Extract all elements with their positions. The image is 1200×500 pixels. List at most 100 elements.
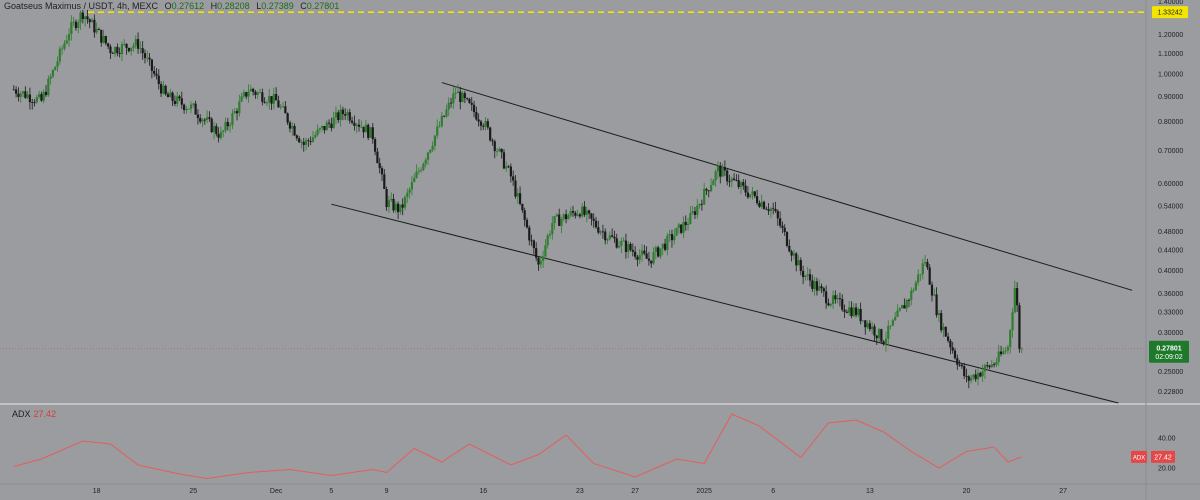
candle-body xyxy=(344,114,347,116)
candle-body xyxy=(252,88,255,92)
candle-body xyxy=(77,22,80,29)
candle-body xyxy=(238,101,241,114)
candle-body xyxy=(871,326,874,330)
candle-body xyxy=(321,125,324,129)
candle-body xyxy=(949,340,952,348)
candle-body xyxy=(935,294,938,316)
candle-body xyxy=(914,282,917,291)
candle-body xyxy=(769,208,773,212)
candle-body xyxy=(652,252,655,264)
candle-body xyxy=(594,220,598,228)
candle-body xyxy=(647,258,651,261)
candle-body xyxy=(875,335,878,339)
candle-body xyxy=(808,274,812,281)
candle-body xyxy=(440,115,443,126)
candle-body xyxy=(578,214,582,217)
time-tick-label: 2025 xyxy=(696,488,712,495)
candle-body xyxy=(822,288,825,292)
candle-body xyxy=(127,47,130,52)
time-tick-label: 13 xyxy=(866,488,874,495)
candle-body xyxy=(792,253,796,256)
candle-body xyxy=(848,307,851,313)
candle-body xyxy=(1009,330,1012,347)
candle-body xyxy=(571,210,575,213)
candle-body xyxy=(107,43,110,47)
price-tick-label: 0.70000 xyxy=(1158,148,1183,155)
candle-body xyxy=(210,118,213,133)
candle-body xyxy=(983,365,987,372)
candle-body xyxy=(785,231,789,246)
candle-body xyxy=(611,235,614,237)
candle-body xyxy=(868,323,871,330)
candle-body xyxy=(592,218,595,221)
candle-body xyxy=(44,91,48,96)
candle-body xyxy=(263,101,266,103)
candle-body xyxy=(979,372,982,377)
candle-body xyxy=(401,204,404,208)
candle-body xyxy=(530,240,533,242)
candle-body xyxy=(171,92,174,101)
candle-body xyxy=(723,167,726,171)
candle-body xyxy=(951,347,954,351)
candle-body xyxy=(1020,348,1023,350)
candle-body xyxy=(102,36,105,43)
candle-body xyxy=(125,43,128,48)
candle-body xyxy=(56,61,59,67)
channel-upper-line xyxy=(441,82,1133,291)
candle-body xyxy=(33,102,36,104)
candle-body xyxy=(403,196,407,208)
candle-body xyxy=(484,121,487,127)
candle-body xyxy=(514,180,517,197)
candle-body xyxy=(825,291,828,304)
candle-body xyxy=(422,163,425,170)
candle-body xyxy=(659,248,662,257)
candle-body xyxy=(997,351,1000,362)
candle-body xyxy=(265,102,269,104)
candle-body xyxy=(196,114,200,119)
price-tick-label: 1.20000 xyxy=(1158,32,1183,39)
candle-body xyxy=(141,48,144,54)
candle-body xyxy=(153,70,156,74)
candle-body xyxy=(507,166,510,168)
candle-body xyxy=(917,274,920,283)
candle-body xyxy=(498,148,501,151)
candle-body xyxy=(682,221,685,233)
candle-body xyxy=(880,329,883,342)
candle-body xyxy=(194,103,197,115)
candle-body xyxy=(74,21,78,29)
candle-body xyxy=(413,177,416,183)
candle-body xyxy=(999,351,1003,355)
candle-body xyxy=(546,235,549,246)
candle-body xyxy=(606,239,609,241)
candle-body xyxy=(454,93,457,94)
candle-body xyxy=(709,185,713,192)
candle-body xyxy=(567,215,570,220)
candle-body xyxy=(461,93,464,102)
candle-body xyxy=(728,181,731,183)
candle-body xyxy=(353,122,356,126)
price-tick-label: 1.40000 xyxy=(1158,0,1183,6)
candle-body xyxy=(470,102,473,105)
candle-body xyxy=(314,134,317,138)
candle-body xyxy=(281,106,285,108)
candle-body xyxy=(235,111,239,114)
candle-body xyxy=(581,206,584,217)
candle-body xyxy=(337,112,340,121)
candle-body xyxy=(187,108,190,110)
candle-body xyxy=(424,159,427,164)
candle-body xyxy=(643,250,646,254)
candle-body xyxy=(132,45,135,48)
candle-body xyxy=(970,377,973,381)
candle-body xyxy=(905,299,908,309)
candle-body xyxy=(192,103,195,105)
candle-body xyxy=(802,270,805,278)
price-tick-label: 0.80000 xyxy=(1158,119,1183,126)
candle-body xyxy=(185,108,188,111)
candle-body xyxy=(295,135,298,139)
candle-body xyxy=(742,182,745,186)
candle-body xyxy=(311,137,315,142)
candle-body xyxy=(369,127,372,138)
candle-body xyxy=(919,274,922,276)
